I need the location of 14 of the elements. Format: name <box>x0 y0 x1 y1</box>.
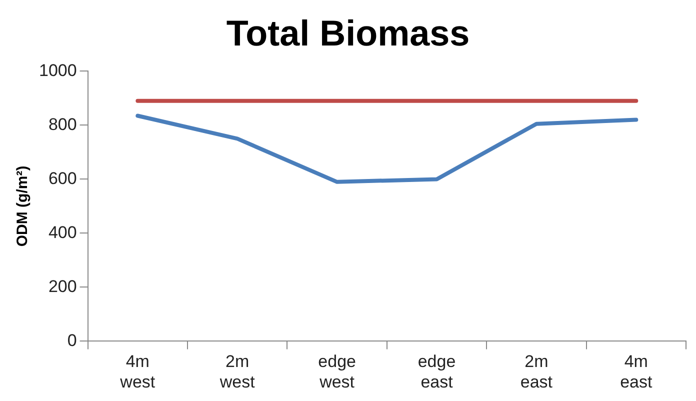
y-tick-label: 400 <box>48 222 77 242</box>
x-tick-label: 4m east <box>620 352 652 392</box>
y-tick-label: 0 <box>67 330 77 350</box>
y-tick-label: 200 <box>48 276 77 296</box>
y-tick-label: 600 <box>48 168 77 188</box>
x-tick-label: 2m east <box>520 352 553 392</box>
x-tick-label: edge east <box>418 352 456 392</box>
y-tick-label: 1000 <box>38 60 77 80</box>
chart-title: Total Biomass <box>226 12 470 54</box>
x-tick-label: edge west <box>318 352 356 392</box>
x-tick-label: 4m west <box>119 352 156 392</box>
x-tick-label: 2m west <box>218 352 256 392</box>
y-axis-title: ODM (g/m²) <box>14 166 32 247</box>
y-tick-label: 800 <box>48 114 77 134</box>
